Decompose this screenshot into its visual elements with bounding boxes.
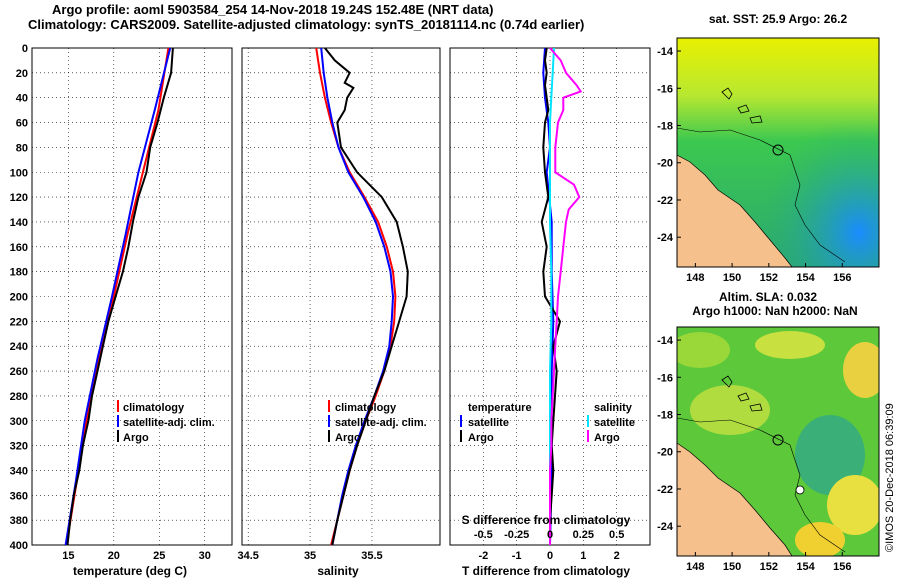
- depth-tick-label: 20: [16, 68, 28, 80]
- diff-legend-s-satellite: satellite: [594, 417, 635, 429]
- salinity-tick-label: 34.5: [237, 550, 258, 562]
- depth-tick-label: 160: [10, 242, 28, 254]
- map-lon-tick-label: 148: [686, 561, 704, 573]
- s-difference-label: S difference from climatology: [462, 513, 631, 527]
- map-lat-tick-label: -16: [657, 372, 673, 384]
- diff-legend-temperature-title: temperature: [468, 402, 532, 414]
- temp-legend-satellite: satellite-adj. clim.: [123, 417, 215, 429]
- depth-tick-label: 300: [10, 416, 28, 428]
- temperature-tick-label: 15: [62, 550, 74, 562]
- salinity-tick-label: 35: [304, 550, 316, 562]
- sla-map-title-1: Altim. SLA: 0.032: [719, 290, 817, 304]
- difference-xlabel: T difference from climatology: [462, 564, 630, 578]
- diff-legend-t-satellite: satellite: [468, 417, 509, 429]
- temperature-line-argo: [66, 47, 174, 546]
- map-lat-tick-label: -22: [657, 484, 673, 496]
- map-lon-tick-label: 152: [760, 272, 778, 284]
- map-lon-tick-label: 150: [723, 561, 741, 573]
- depth-tick-label: 320: [10, 441, 28, 453]
- map-lat-tick-label: -20: [657, 158, 673, 170]
- salinity-line-satellite-adj--clim-: [320, 47, 395, 546]
- map-lat-tick-label: -24: [657, 521, 674, 533]
- s-difference-tick-label: -0.25: [504, 529, 529, 541]
- map-lat-tick-label: -24: [657, 232, 674, 244]
- depth-tick-label: 120: [10, 192, 28, 204]
- sst-map-title: sat. SST: 25.9 Argo: 26.2: [709, 12, 848, 26]
- difference-line-s-satellite: [549, 47, 555, 545]
- sla-land: [677, 442, 793, 556]
- map-lon-tick-label: 152: [760, 561, 778, 573]
- depth-tick-label: 280: [10, 391, 28, 403]
- s-difference-tick-label: 0.25: [573, 529, 594, 541]
- sal-legend-climatology: climatology: [335, 402, 397, 414]
- depth-tick-label: 260: [10, 366, 28, 378]
- diff-legend-t-argo: Argo: [468, 432, 494, 444]
- map-lat-tick-label: -14: [657, 46, 674, 58]
- sst-map-frame: [676, 37, 880, 268]
- temperature-tick-label: 30: [199, 550, 211, 562]
- title-line-2: Climatology: CARS2009. Satellite-adjuste…: [28, 17, 585, 32]
- sst-map: [677, 38, 879, 267]
- temperature-tick-label: 25: [153, 550, 165, 562]
- map-lat-tick-label: -16: [657, 83, 673, 95]
- depth-tick-label: 220: [10, 316, 28, 328]
- salinity-legend: climatology satellite-adj. clim. Argo: [328, 400, 427, 444]
- depth-tick-label: 200: [10, 292, 28, 304]
- depth-tick-label: 80: [16, 142, 28, 154]
- difference-tick-label: 1: [580, 550, 586, 562]
- depth-tick-label: 400: [10, 540, 28, 552]
- map-lon-tick-label: 154: [796, 561, 815, 573]
- depth-tick-label: 40: [16, 93, 28, 105]
- s-difference-tick-label: 0.5: [609, 529, 624, 541]
- depth-tick-label: 340: [10, 465, 28, 477]
- map-lon-tick-label: 156: [833, 561, 851, 573]
- depth-tick-label: 140: [10, 217, 28, 229]
- depth-tick-label: 60: [16, 118, 28, 130]
- temperature-line-satellite-adj--clim-: [64, 47, 172, 546]
- s-difference-tick-label: 0: [547, 529, 553, 541]
- depth-tick-label: 180: [10, 267, 28, 279]
- map-lon-tick-label: 156: [833, 272, 851, 284]
- map-lat-tick-label: -20: [657, 447, 673, 459]
- map-lat-tick-label: -22: [657, 195, 673, 207]
- map-lon-tick-label: 148: [686, 272, 704, 284]
- salinity-tick-label: 35.5: [361, 550, 382, 562]
- depth-tick-label: 0: [22, 43, 28, 55]
- depth-tick-label: 240: [10, 341, 28, 353]
- diff-legend-s-argo: Argo: [594, 432, 620, 444]
- diff-legend-salinity-title: salinity: [594, 402, 633, 414]
- temp-legend-climatology: climatology: [123, 402, 185, 414]
- sla-map: [677, 327, 879, 556]
- difference-line-s-argo: [549, 47, 583, 545]
- difference-tick-label: 2: [614, 550, 620, 562]
- difference-tick-label: -2: [478, 550, 488, 562]
- s-difference-tick-label: -0.5: [474, 529, 493, 541]
- sst-reef-outline: [677, 127, 846, 263]
- map-lat-tick-label: -18: [657, 410, 673, 422]
- sal-legend-satellite: satellite-adj. clim.: [335, 417, 427, 429]
- map-lon-tick-label: 154: [796, 272, 815, 284]
- depth-tick-label: 100: [10, 167, 28, 179]
- credit-label: ©IMOS 20-Dec-2018 06:39:09: [884, 403, 896, 552]
- temp-legend-argo: Argo: [123, 432, 149, 444]
- map-lon-tick-label: 150: [723, 272, 741, 284]
- map-lat-tick-label: -14: [657, 335, 674, 347]
- map-lat-tick-label: -18: [657, 121, 673, 133]
- depth-tick-label: 360: [10, 490, 28, 502]
- temperature-legend: climatology satellite-adj. clim. Argo: [117, 400, 215, 444]
- difference-tick-label: 0: [547, 550, 553, 562]
- sst-land: [677, 154, 793, 267]
- sla-map-title-2: Argo h1000: NaN h2000: NaN: [692, 304, 857, 318]
- title-line-1: Argo profile: aoml 5903584_254 14-Nov-20…: [52, 2, 494, 17]
- depth-tick-label: 380: [10, 515, 28, 527]
- salinity-xlabel: salinity: [317, 564, 359, 578]
- difference-tick-label: -1: [512, 550, 522, 562]
- salinity-line-argo: [324, 47, 409, 546]
- sal-legend-argo: Argo: [335, 432, 361, 444]
- sla-map-frame: [676, 326, 880, 557]
- temperature-xlabel: temperature (deg C): [73, 564, 187, 578]
- temperature-tick-label: 20: [108, 550, 120, 562]
- difference-legend: temperature satellite Argo salinity sate…: [460, 402, 635, 444]
